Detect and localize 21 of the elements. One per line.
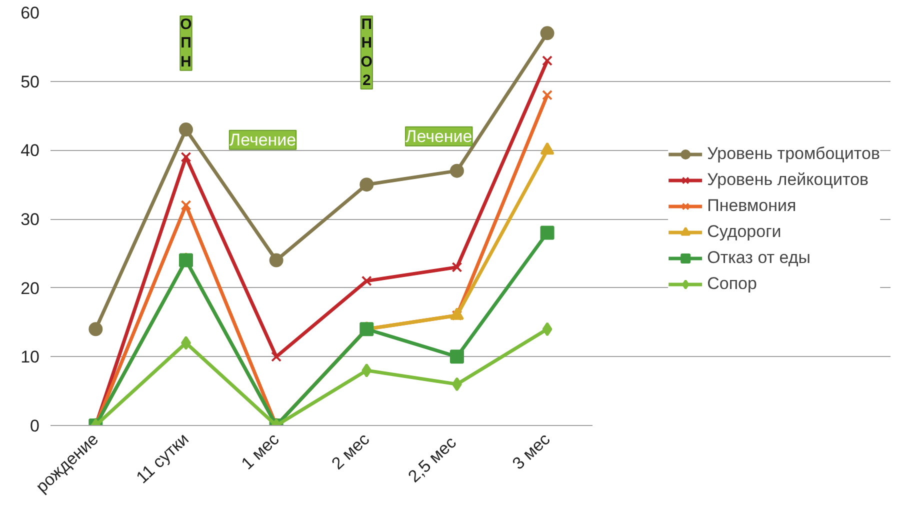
legend-label: Уровень лейкоцитов	[707, 170, 869, 190]
x-tick-label: 2 мес	[328, 429, 374, 474]
annotation: Лечение	[406, 126, 472, 146]
annotation: ПНО2	[360, 16, 373, 90]
x-tick-label: 3 мес	[508, 429, 554, 474]
legend-label: Отказ от еды	[707, 248, 811, 268]
y-tick-label: 50	[20, 72, 40, 92]
y-tick-label: 0	[30, 416, 40, 436]
y-tick-label: 30	[20, 210, 40, 229]
legend-label: Сопор	[707, 274, 757, 294]
y-tick-label: 20	[20, 278, 40, 298]
legend-label: Судороги	[707, 222, 782, 242]
legend-label: Пневмония	[707, 196, 796, 216]
annotation: ОПН	[180, 16, 192, 70]
legend-label: Уровень тромбоцитов	[707, 144, 880, 164]
x-tick-label: 1 мес	[238, 429, 284, 474]
y-tick-label: 60	[20, 4, 40, 22]
annotation: Лечение	[229, 130, 296, 150]
x-tick-label: 2,5 мес	[404, 432, 460, 486]
y-tick-label: 40	[20, 141, 40, 160]
y-tick-label: 10	[20, 348, 40, 367]
